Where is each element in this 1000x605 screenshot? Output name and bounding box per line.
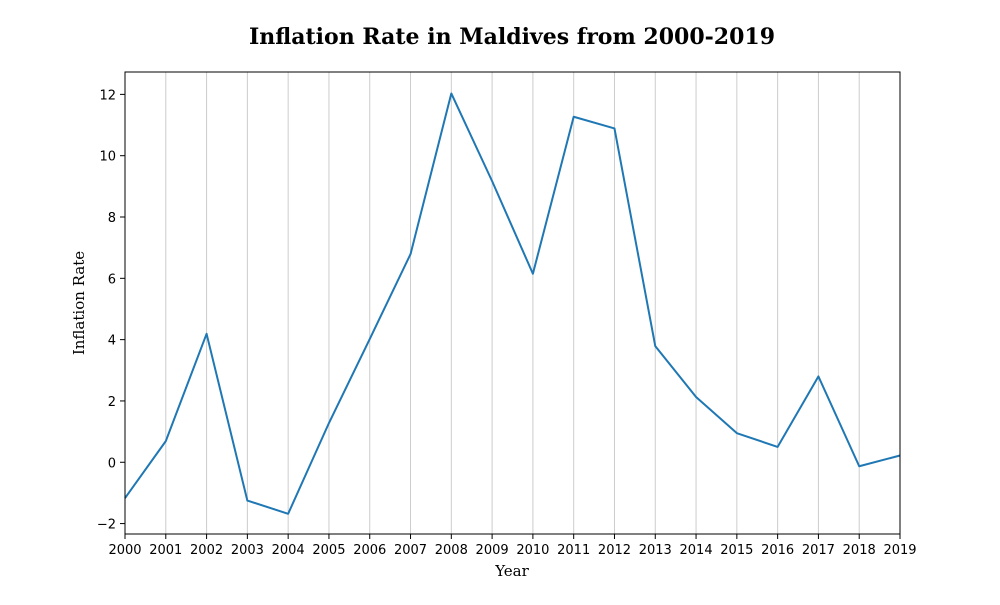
x-tick-label: 2009	[476, 543, 509, 558]
x-tick-label: 2002	[190, 543, 223, 558]
x-tick-label: 2001	[149, 543, 182, 558]
y-tick-label: 6	[108, 272, 116, 287]
y-tick-label: 4	[108, 334, 116, 349]
x-tick-label: 2018	[843, 543, 876, 558]
x-axis-ticks: 2000 2001 2002 2003 2004 2005 2006 2007 2008 2009…	[108, 534, 917, 558]
series-layer	[124, 92, 901, 515]
y-axis-ticks: −2 0 2 4 6 8 10 12	[97, 88, 125, 533]
series-line	[124, 92, 901, 515]
x-tick-label: 2008	[435, 543, 468, 558]
x-tick-label: 2010	[516, 543, 549, 558]
chart-title: Inflation Rate in Maldives from 2000-201…	[249, 24, 775, 50]
y-tick-label: −2	[97, 518, 116, 533]
y-tick-label: 10	[99, 150, 116, 165]
x-tick-label: 2019	[883, 543, 916, 558]
x-tick-label: 2007	[394, 543, 427, 558]
y-tick-label: 2	[108, 395, 116, 410]
y-tick-label: 12	[99, 88, 116, 103]
y-tick-label: 8	[108, 211, 116, 226]
y-tick-label: 0	[108, 456, 116, 471]
grid-lines	[124, 72, 901, 534]
x-tick-label: 2006	[353, 543, 386, 558]
x-tick-label: 2012	[598, 543, 631, 558]
x-tick-label: 2005	[312, 543, 345, 558]
x-tick-label: 2017	[802, 543, 835, 558]
x-tick-label: 2003	[231, 543, 264, 558]
x-axis-label: Year	[494, 562, 529, 580]
x-tick-label: 2011	[557, 543, 590, 558]
x-tick-label: 2015	[720, 543, 753, 558]
x-tick-label: 2004	[272, 543, 305, 558]
y-axis-label: Inflation Rate	[70, 251, 88, 355]
x-tick-label: 2016	[761, 543, 794, 558]
x-tick-label: 2013	[639, 543, 672, 558]
x-tick-label: 2014	[680, 543, 713, 558]
x-tick-label: 2000	[108, 543, 141, 558]
plot-area-frame	[124, 71, 901, 535]
